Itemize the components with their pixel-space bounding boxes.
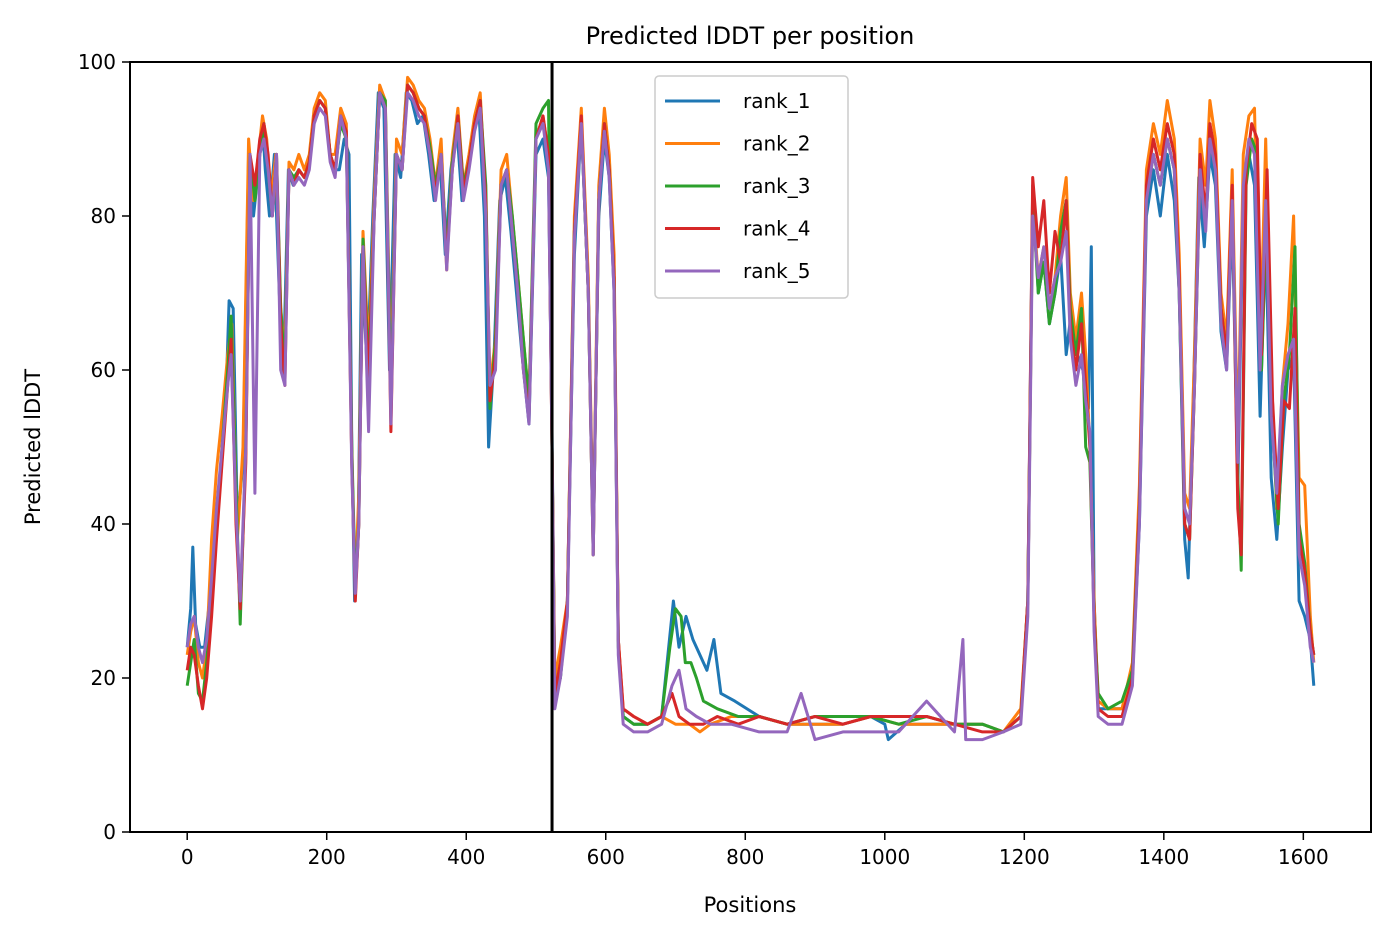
legend-label: rank_3: [743, 174, 810, 198]
y-tick-label: 40: [91, 512, 116, 536]
y-tick-label: 0: [103, 820, 116, 844]
x-tick-label: 600: [587, 845, 625, 869]
legend-label: rank_5: [743, 259, 810, 283]
x-tick-label: 800: [726, 845, 764, 869]
chart-title: Predicted lDDT per position: [586, 22, 915, 50]
x-tick-label: 400: [447, 845, 485, 869]
x-tick-label: 1000: [859, 845, 910, 869]
legend-label: rank_2: [743, 132, 810, 156]
y-axis-label: Predicted lDDT: [21, 369, 45, 525]
y-tick-label: 80: [91, 204, 116, 228]
x-tick-label: 0: [181, 845, 194, 869]
series-line-rank-5: [185, 91, 1316, 742]
legend: rank_1 rank_2 rank_3 rank_4 rank_5: [654, 75, 849, 299]
x-tick-label: 1200: [999, 845, 1050, 869]
y-tick-label: 100: [78, 50, 116, 74]
x-axis-label: Positions: [704, 893, 797, 917]
x-tick-label: 1400: [1138, 845, 1189, 869]
legend-box: [654, 75, 849, 299]
axis-ticks: 0 200 400 600 800 1000 1200 1400 1600 0 20 40 60 80 10…: [78, 50, 1329, 869]
legend-label: rank_1: [743, 89, 810, 113]
axes-frame: [129, 61, 1372, 833]
legend-label: rank_4: [743, 217, 810, 241]
x-tick-label: 1600: [1278, 845, 1329, 869]
plot-area: [129, 61, 1372, 833]
x-tick-label: 200: [308, 845, 346, 869]
y-tick-label: 60: [91, 358, 116, 382]
series-lines: [185, 75, 1316, 742]
y-tick-label: 20: [91, 666, 116, 690]
